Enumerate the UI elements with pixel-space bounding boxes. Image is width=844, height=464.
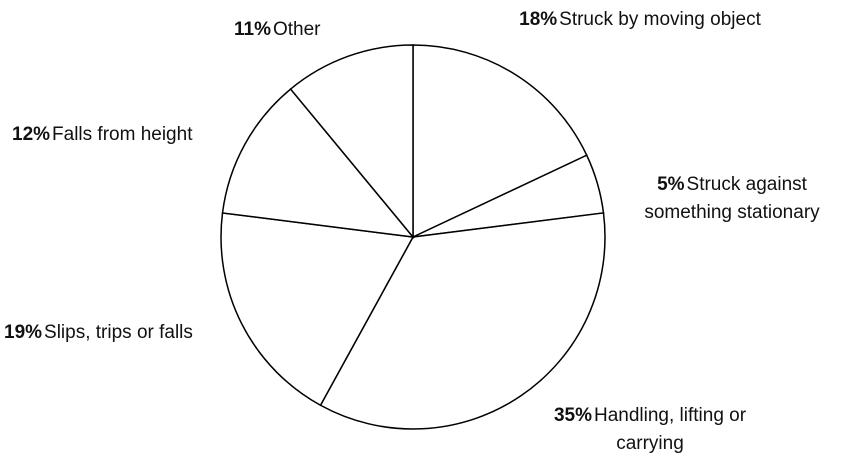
slice-label: 5% Struck against something stationary: [622, 171, 842, 227]
value-label: 5%: [657, 174, 685, 195]
slice-label: 11% Other: [234, 16, 374, 44]
pie-slice: [412, 44, 588, 239]
value-label: 18%: [519, 9, 558, 30]
slice-label: 12% Falls from height: [12, 121, 272, 149]
category-label: Struck against something stationary: [644, 174, 820, 223]
value-label: 35%: [553, 405, 592, 426]
pie-slice: [289, 44, 414, 240]
slice-label: 18% Struck by moving object: [500, 6, 780, 34]
value-label: 11%: [234, 19, 271, 40]
pie-slice: [319, 212, 606, 430]
pie-slice: [221, 88, 415, 238]
category-label: Slips, trips or falls: [44, 322, 193, 343]
category-label: Falls from height: [52, 124, 193, 145]
category-label: Handling, lifting or carrying: [593, 405, 747, 454]
value-label: 19%: [4, 322, 43, 343]
pie-slice: [220, 212, 415, 407]
slice-label: 35% Handling, lifting or carrying: [520, 402, 780, 458]
category-label: Struck by moving object: [559, 9, 761, 30]
slice-label: 19% Slips, trips or falls: [4, 319, 264, 347]
value-label: 12%: [12, 124, 51, 145]
category-label: Other: [272, 19, 321, 40]
